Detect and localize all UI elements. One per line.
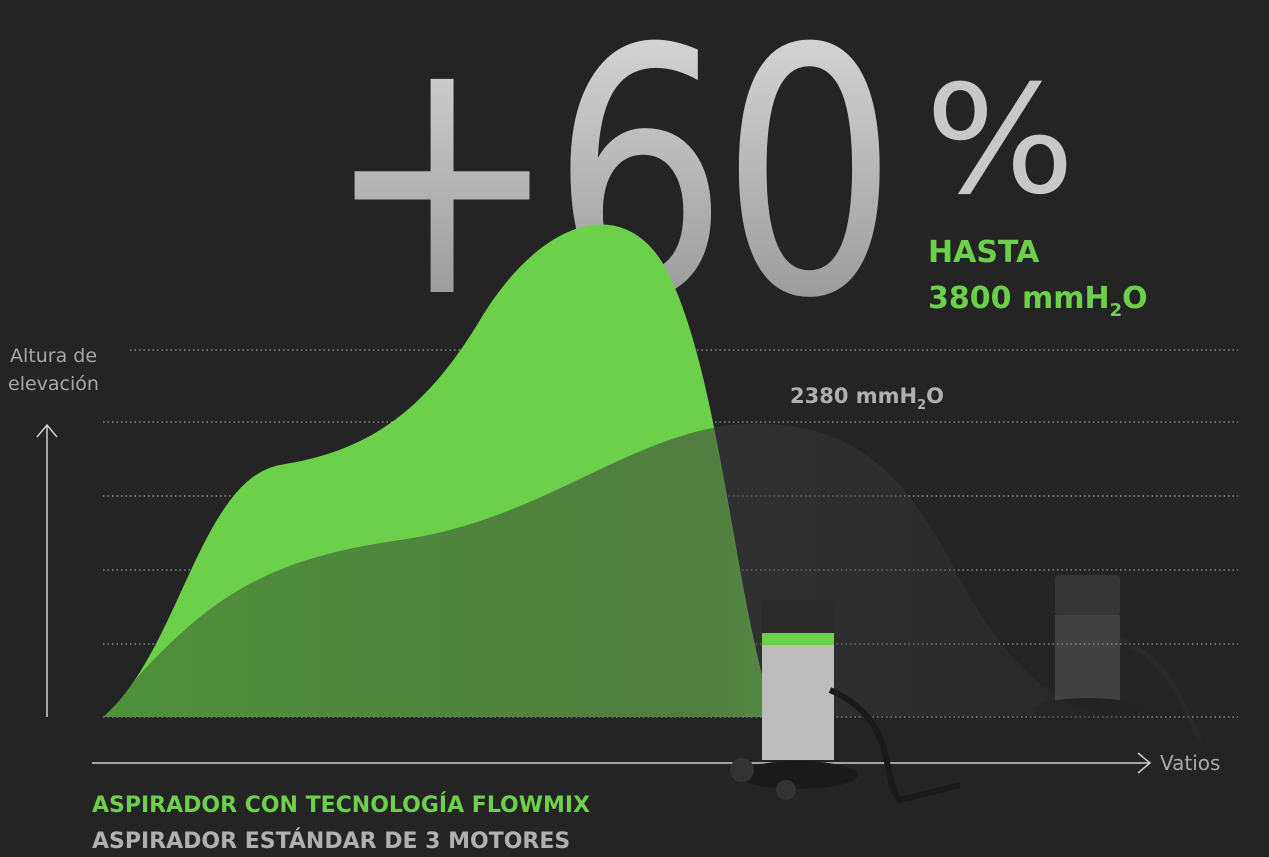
legend-standard: ASPIRADOR ESTÁNDAR DE 3 MOTORES — [92, 828, 570, 854]
headline-unit: % — [925, 54, 1075, 228]
x-axis-label: Vatios — [1160, 751, 1220, 775]
peak-label: HASTA — [928, 235, 1040, 270]
legend-flowmix: ASPIRADOR CON TECNOLOGÍA FLOWMIX — [92, 792, 590, 818]
y-axis-label: Altura de — [10, 345, 97, 367]
y-axis-label: elevación — [8, 373, 99, 395]
infographic: +60 % HASTA 3800 mmH2O 2380 mmH2O Altura… — [0, 0, 1269, 857]
